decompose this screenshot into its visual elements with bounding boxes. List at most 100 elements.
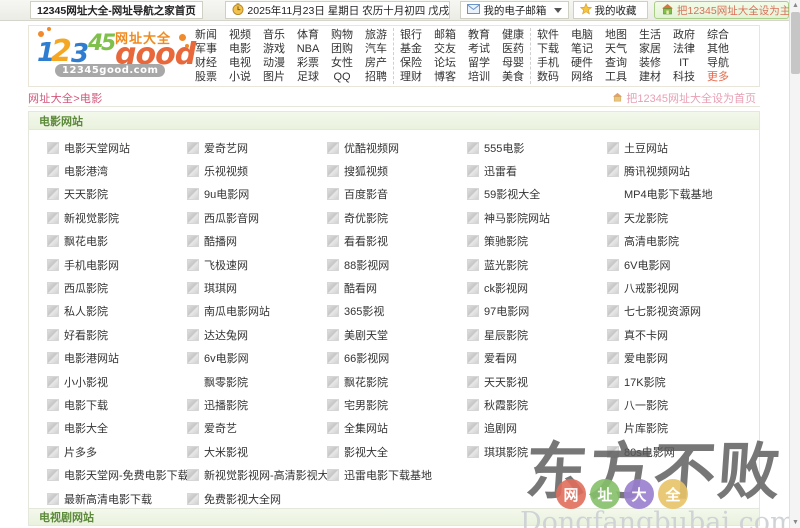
site-link[interactable]: ck影视网 — [467, 276, 607, 299]
site-logo[interactable]: 1 2 3 4 5 good 网址大全 12345good.com — [29, 26, 196, 86]
nav-link[interactable]: 博客 — [434, 70, 456, 83]
nav-link[interactable]: 天气 — [605, 42, 627, 55]
site-link[interactable]: 电影大全 — [47, 417, 187, 440]
site-link[interactable]: 优酷视频网 — [327, 136, 467, 159]
site-link[interactable]: 西瓜影音网 — [187, 206, 327, 229]
site-link[interactable]: 大米影视 — [187, 440, 327, 463]
nav-link[interactable]: 手机 — [537, 56, 559, 69]
nav-link[interactable]: 团购 — [331, 42, 353, 55]
nav-link[interactable]: 图片 — [263, 70, 285, 83]
nav-link[interactable]: 电脑 — [571, 28, 593, 41]
site-link[interactable]: 酷看网 — [327, 276, 467, 299]
nav-link[interactable]: 小说 — [229, 70, 251, 83]
nav-link[interactable]: 综合 — [707, 28, 729, 41]
nav-link[interactable]: 理财 — [400, 70, 422, 83]
nav-link[interactable]: 财经 — [195, 56, 217, 69]
nav-link[interactable]: 生活 — [639, 28, 661, 41]
site-link[interactable]: 电影天堂网-免费电影下载 — [47, 463, 187, 486]
site-link[interactable]: 小小影视 — [47, 370, 187, 393]
scrollbar-thumb[interactable] — [791, 12, 800, 74]
site-link[interactable]: 策驰影院 — [467, 230, 607, 253]
site-link[interactable]: 电影港网站 — [47, 347, 187, 370]
nav-link[interactable]: 交友 — [434, 42, 456, 55]
site-link[interactable]: 365影视 — [327, 300, 467, 323]
nav-link[interactable]: 网络 — [571, 70, 593, 83]
nav-link[interactable]: 美食 — [502, 70, 524, 83]
site-link[interactable]: 555电影 — [467, 136, 607, 159]
nav-link[interactable]: 留学 — [468, 56, 490, 69]
site-link[interactable]: 新视觉影院 — [47, 206, 187, 229]
site-link[interactable]: 爱看网 — [467, 347, 607, 370]
site-link[interactable]: 最新高清电影下载 — [47, 487, 187, 510]
site-link[interactable]: 97电影网 — [467, 300, 607, 323]
nav-link[interactable]: 足球 — [297, 70, 319, 83]
site-link[interactable]: 私人影院 — [47, 300, 187, 323]
nav-link[interactable]: 软件 — [537, 28, 559, 41]
site-link[interactable]: 宅男影院 — [327, 393, 467, 416]
site-link[interactable]: 全集网站 — [327, 417, 467, 440]
site-link[interactable]: 新视觉影视网-高清影视大全 — [187, 463, 327, 486]
nav-link[interactable]: 医药 — [502, 42, 524, 55]
site-link[interactable]: 迅雷看 — [467, 159, 607, 182]
site-link[interactable]: 百度影音 — [327, 183, 467, 206]
nav-link[interactable]: 论坛 — [434, 56, 456, 69]
site-link[interactable]: 土豆网站 — [607, 136, 759, 159]
site-link[interactable]: 电影下载 — [47, 393, 187, 416]
nav-link[interactable]: 建材 — [639, 70, 661, 83]
nav-link[interactable]: 购物 — [331, 28, 353, 41]
site-link[interactable]: 飘花电影 — [47, 230, 187, 253]
nav-link[interactable]: 房产 — [365, 56, 387, 69]
nav-link[interactable]: 导航 — [707, 56, 729, 69]
nav-link[interactable]: 新闻 — [195, 28, 217, 41]
nav-link[interactable]: 女性 — [331, 56, 353, 69]
nav-link[interactable]: 彩票 — [297, 56, 319, 69]
nav-link[interactable]: 更多 — [707, 70, 729, 83]
nav-link[interactable]: 培训 — [468, 70, 490, 83]
site-link[interactable]: 免费影视大全网 — [187, 487, 327, 510]
mail-menu[interactable]: 我的电子邮箱 — [460, 1, 569, 19]
site-link[interactable]: 星辰影院 — [467, 323, 607, 346]
site-link[interactable]: 88影视网 — [327, 253, 467, 276]
site-link[interactable]: 飘花影院 — [327, 370, 467, 393]
nav-link[interactable]: 视频 — [229, 28, 251, 41]
breadcrumb[interactable]: 网址大全>电影 — [28, 93, 103, 105]
site-link[interactable]: 66影视网 — [327, 347, 467, 370]
site-link[interactable]: 爱奇艺网 — [187, 136, 327, 159]
site-link[interactable]: MP4电影下载基地 — [607, 183, 759, 206]
nav-link[interactable]: 招聘 — [365, 70, 387, 83]
site-link[interactable]: 琪琪网 — [187, 276, 327, 299]
site-link[interactable]: 腾讯视频网站 — [607, 159, 759, 182]
caret-up-icon[interactable]: ▲ — [792, 2, 799, 9]
site-link[interactable]: 天天影视 — [467, 370, 607, 393]
nav-link[interactable]: 考试 — [468, 42, 490, 55]
site-link[interactable]: 迅雷电影下载基地 — [327, 463, 467, 486]
set-homepage-button[interactable]: 把12345网址大全设为主页 — [654, 1, 800, 19]
nav-link[interactable]: NBA — [296, 42, 320, 55]
nav-link[interactable]: 查询 — [605, 56, 627, 69]
site-link[interactable]: 17K影院 — [607, 370, 759, 393]
site-link[interactable]: 好看影院 — [47, 323, 187, 346]
site-link[interactable]: 手机电影网 — [47, 253, 187, 276]
set-homepage-link[interactable]: 把12345网址大全设为首页 — [612, 90, 760, 106]
site-link[interactable]: 酷播网 — [187, 230, 327, 253]
site-link[interactable]: 达达兔网 — [187, 323, 327, 346]
nav-link[interactable]: 健康 — [502, 28, 524, 41]
nav-link[interactable]: 下载 — [537, 42, 559, 55]
nav-link[interactable]: 地图 — [605, 28, 627, 41]
site-link[interactable]: 天龙影院 — [607, 206, 759, 229]
nav-link[interactable]: 母婴 — [502, 56, 524, 69]
site-link[interactable]: 乐视视频 — [187, 159, 327, 182]
site-link[interactable]: 电影天堂网站 — [47, 136, 187, 159]
nav-link[interactable]: 电视 — [229, 56, 251, 69]
site-link[interactable]: 59影视大全 — [467, 183, 607, 206]
site-link[interactable]: 片库影院 — [607, 417, 759, 440]
nav-link[interactable]: 家居 — [639, 42, 661, 55]
site-link[interactable]: 爱电影网 — [607, 347, 759, 370]
site-link[interactable]: 秋霞影院 — [467, 393, 607, 416]
site-link[interactable]: 奇优影院 — [327, 206, 467, 229]
site-link[interactable]: 6V电影网 — [607, 253, 759, 276]
nav-link[interactable]: 银行 — [400, 28, 422, 41]
page-title-field[interactable]: 12345网址大全-网址导航之家首页 — [30, 1, 204, 19]
favorites-menu[interactable]: 我的收藏 — [572, 1, 648, 19]
site-link[interactable]: 片多多 — [47, 440, 187, 463]
